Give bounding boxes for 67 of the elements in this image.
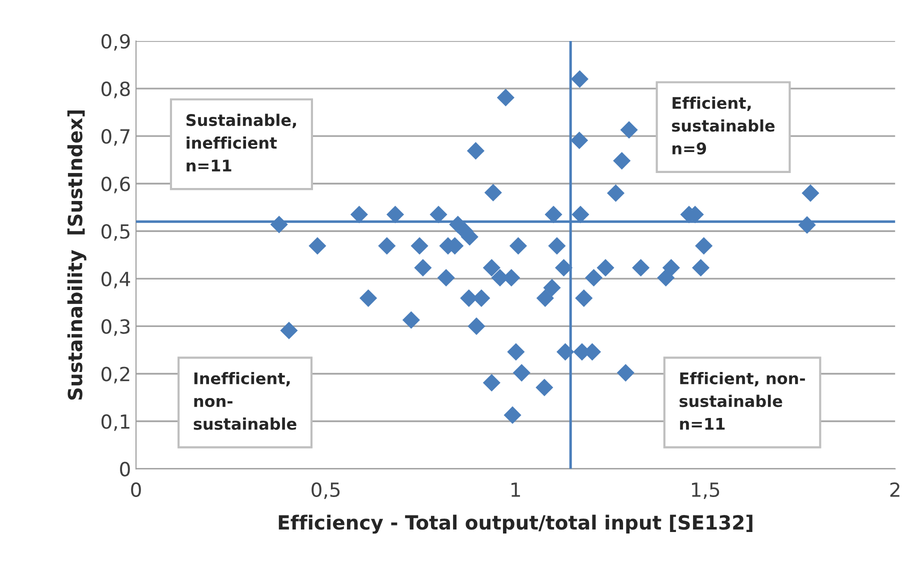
- point: [280, 322, 298, 340]
- y-tick-label: 0,4: [102, 272, 130, 288]
- point: [378, 237, 396, 255]
- point: [484, 184, 502, 202]
- y-tick-label: 0,8: [102, 82, 130, 98]
- annotation: Efficient, sustainable n=9: [672, 96, 775, 154]
- point: [584, 268, 603, 287]
- point: [620, 121, 638, 139]
- y-tick-label: 0,7: [102, 129, 130, 146]
- point: [798, 216, 816, 234]
- point: [616, 364, 634, 382]
- y-tick-label: 0,1: [102, 414, 130, 431]
- annotation: Sustainable, inefficient n=11: [186, 114, 296, 172]
- point: [695, 237, 713, 255]
- point: [802, 184, 820, 202]
- point: [543, 278, 561, 296]
- y-tick-label: 0,2: [102, 366, 130, 384]
- point: [402, 311, 420, 329]
- point: [657, 268, 675, 287]
- point: [437, 268, 455, 287]
- point: [504, 406, 522, 424]
- point: [570, 132, 588, 150]
- y-axis-title: Sustainability [SustIndex]: [67, 110, 86, 400]
- point: [496, 88, 514, 106]
- annotation: Efficient, non- sustainable n=11: [680, 372, 805, 430]
- point: [692, 258, 710, 277]
- point: [386, 206, 404, 224]
- y-tick-label: 0,5: [102, 224, 130, 241]
- point: [350, 206, 368, 224]
- point: [572, 206, 590, 224]
- point: [308, 237, 326, 255]
- point: [468, 317, 486, 335]
- x-tick-label: 2: [890, 482, 900, 497]
- point: [466, 142, 484, 160]
- point: [554, 258, 573, 277]
- point: [482, 374, 500, 392]
- point: [270, 216, 288, 234]
- point: [613, 152, 631, 170]
- point: [536, 289, 554, 307]
- x-axis-title: Efficiency - Total output/total input [SE132]: [278, 514, 752, 534]
- point: [556, 343, 574, 361]
- y-tick-label: 0: [120, 462, 130, 476]
- point: [606, 184, 625, 202]
- point: [482, 258, 500, 277]
- point: [414, 258, 432, 277]
- y-tick-label: 0,3: [102, 319, 130, 336]
- point: [509, 237, 527, 255]
- point: [548, 237, 566, 255]
- point: [536, 378, 554, 396]
- x-tick-label: 1,5: [692, 482, 720, 500]
- point: [570, 70, 588, 88]
- x-tick-label: 1: [512, 482, 520, 497]
- point: [512, 364, 530, 382]
- y-tick-label: 0,6: [102, 176, 130, 194]
- point: [410, 237, 428, 255]
- point: [575, 289, 593, 307]
- annotation: Inefficient, non- sustainable: [194, 372, 296, 430]
- point: [544, 206, 562, 224]
- point: [596, 258, 614, 277]
- x-tick-label: 0: [131, 482, 141, 498]
- point: [360, 289, 378, 307]
- point: [632, 258, 650, 277]
- point: [430, 206, 448, 224]
- point: [507, 343, 525, 361]
- y-tick-label: 0,9: [102, 34, 130, 51]
- x-tick-label: 0,5: [312, 482, 340, 500]
- point: [662, 258, 680, 277]
